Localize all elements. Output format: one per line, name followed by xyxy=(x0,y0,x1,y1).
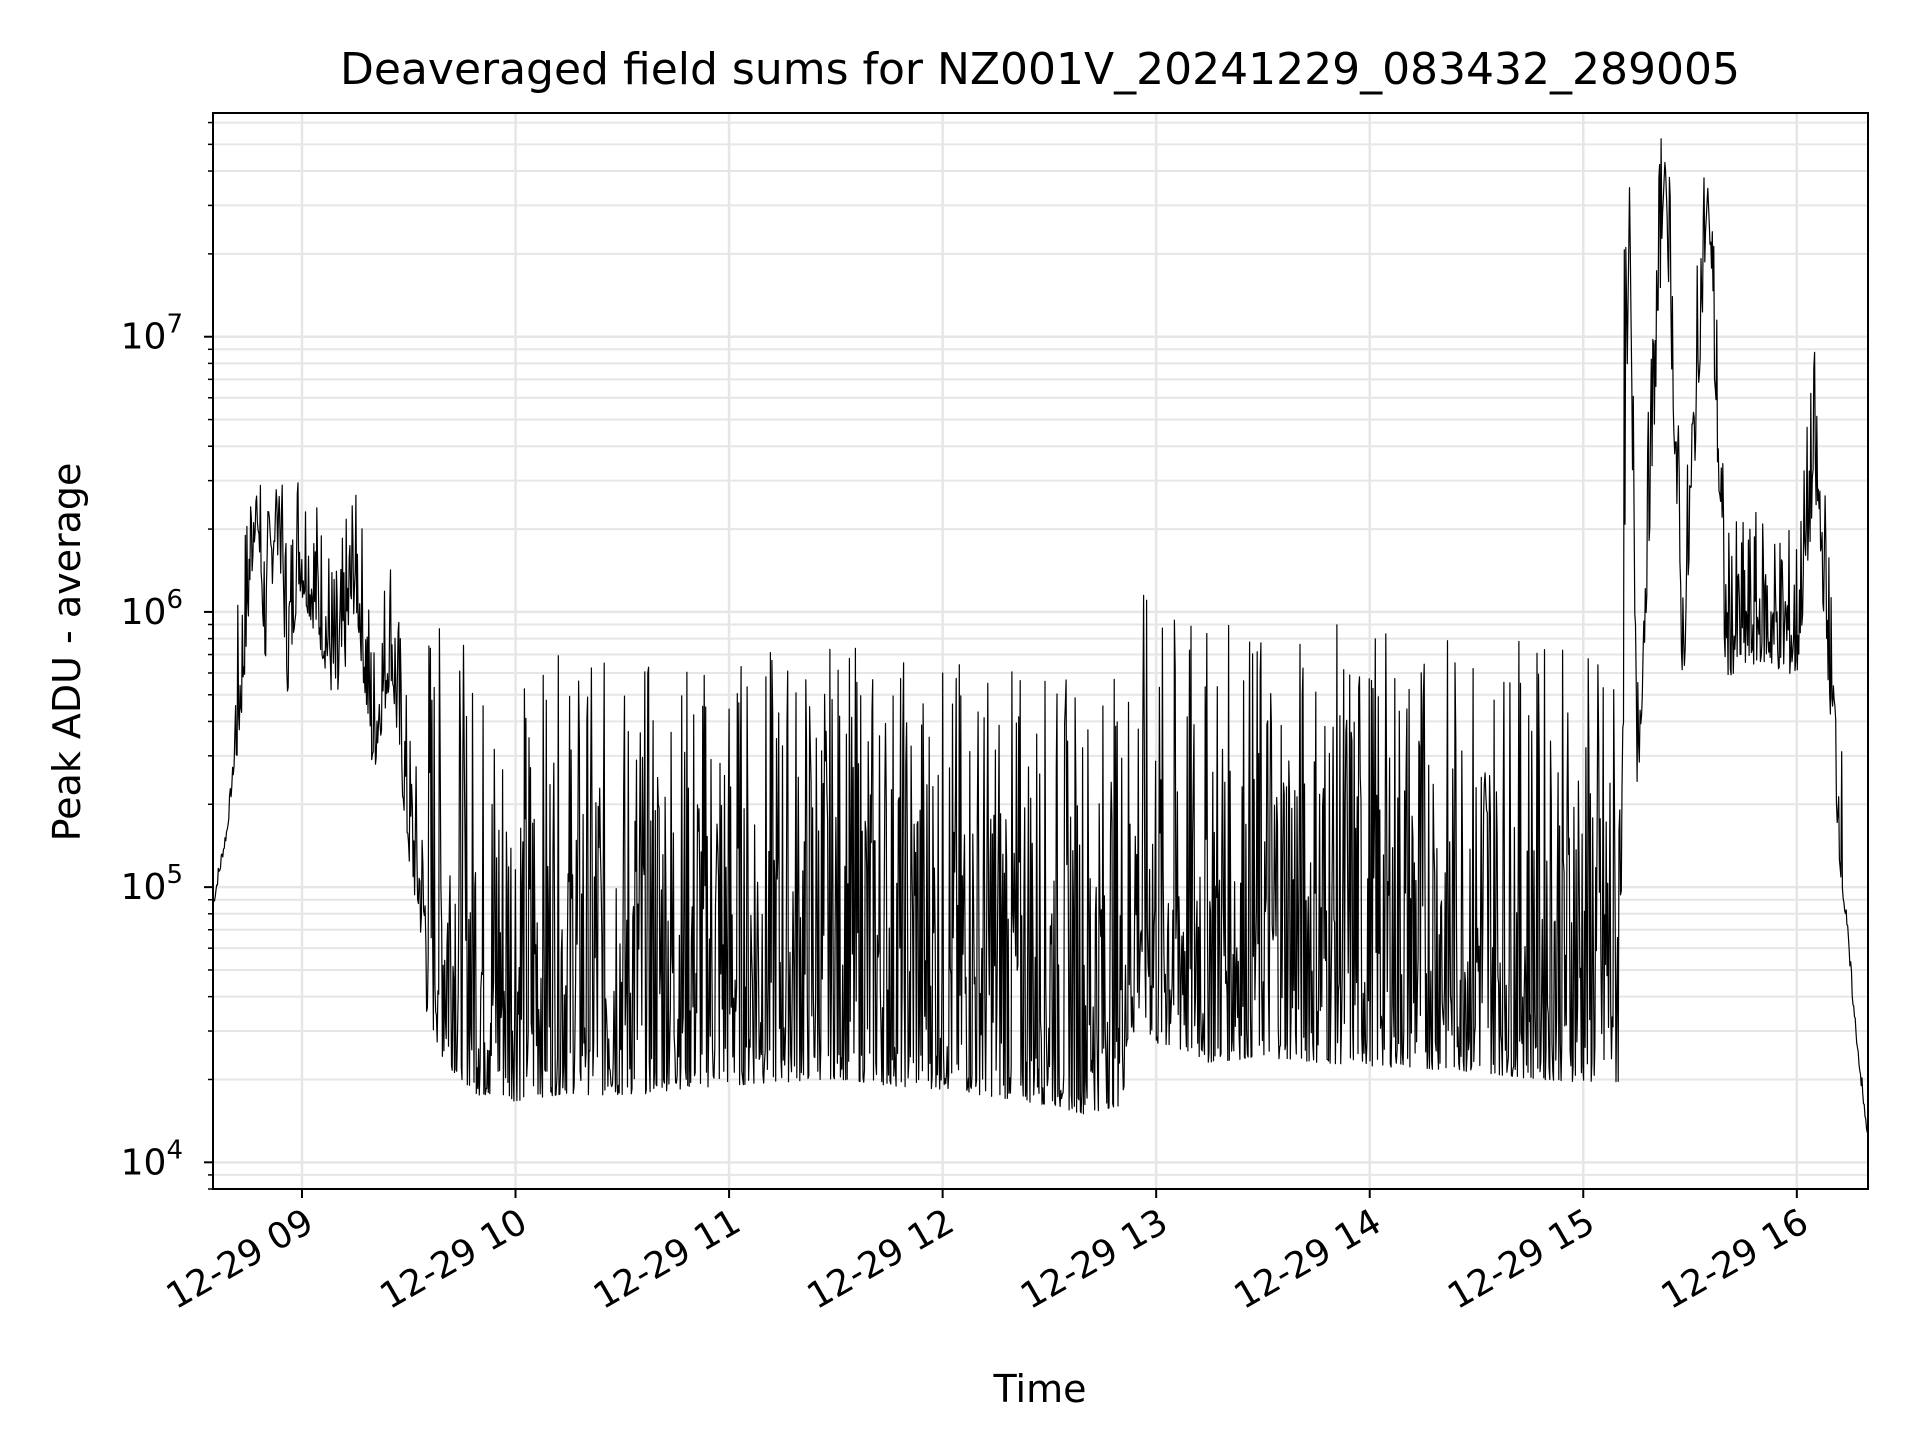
y-tick-label: 106 xyxy=(121,585,183,633)
y-tick-label: 104 xyxy=(121,1135,183,1183)
y-tick-label: 105 xyxy=(121,860,183,908)
plot-frame xyxy=(212,112,1869,1190)
data-series-line xyxy=(212,138,1869,1133)
x-axis-label: Time xyxy=(993,1367,1087,1411)
y-axis-label: Peak ADU - average xyxy=(45,463,89,842)
chart-title: Deaveraged field sums for NZ001V_2024122… xyxy=(340,44,1740,95)
series-layer xyxy=(212,138,1869,1133)
y-tick-label: 107 xyxy=(121,310,183,358)
y-axis-ticks: 104 105 106 107 xyxy=(121,121,213,1190)
